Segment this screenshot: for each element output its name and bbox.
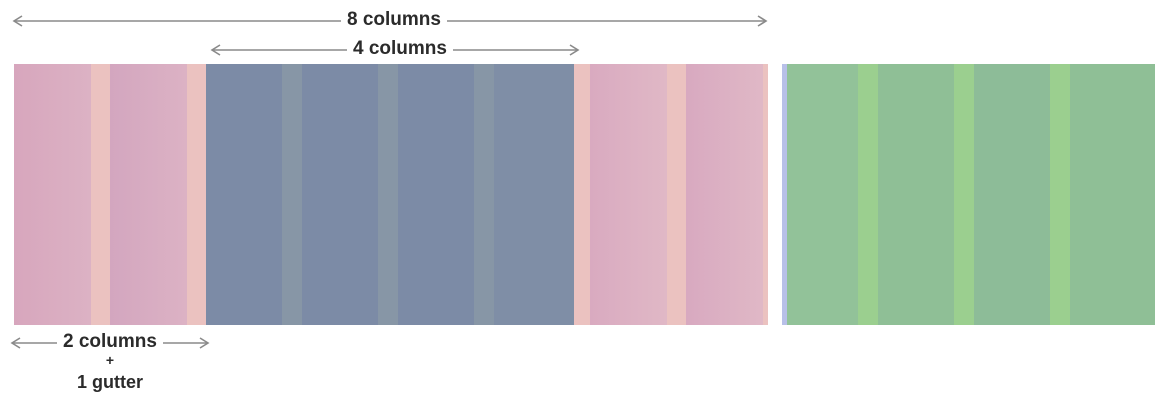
grid-gutter <box>1050 64 1070 325</box>
grid-column <box>494 64 574 325</box>
grid-column <box>302 64 378 325</box>
grid-column <box>110 64 187 325</box>
two-columns-arrow: 2 columns <box>10 330 210 354</box>
four-columns-label: 4 columns <box>347 37 453 61</box>
grid-column <box>878 64 954 325</box>
one-gutter-label: 1 gutter <box>76 372 143 392</box>
grid-column <box>206 64 282 325</box>
grid-divider <box>782 64 787 325</box>
grid-gutter <box>858 64 878 325</box>
plus-sign: + <box>105 352 115 368</box>
green-column-grid <box>787 64 1155 325</box>
four-columns-arrow: 4 columns <box>210 37 580 61</box>
grid-gutter <box>954 64 974 325</box>
eight-columns-arrow: 8 columns <box>12 8 768 32</box>
two-columns-label: 2 columns <box>57 330 163 354</box>
grid-column <box>590 64 667 325</box>
grid-gutter <box>282 64 302 325</box>
grid-gutter <box>474 64 494 325</box>
grid-gutter <box>763 64 768 325</box>
grid-gutter <box>667 64 686 325</box>
grid-column <box>1070 64 1155 325</box>
grid-gutter <box>378 64 398 325</box>
eight-column-grid <box>14 64 768 325</box>
grid-gutter <box>91 64 110 325</box>
grid-gutter <box>187 64 206 325</box>
grid-column <box>974 64 1050 325</box>
grid-column <box>398 64 474 325</box>
grid-column <box>14 64 91 325</box>
eight-columns-label: 8 columns <box>341 8 447 32</box>
grid-column <box>686 64 763 325</box>
grid-gutter <box>574 64 590 325</box>
grid-column <box>787 64 858 325</box>
